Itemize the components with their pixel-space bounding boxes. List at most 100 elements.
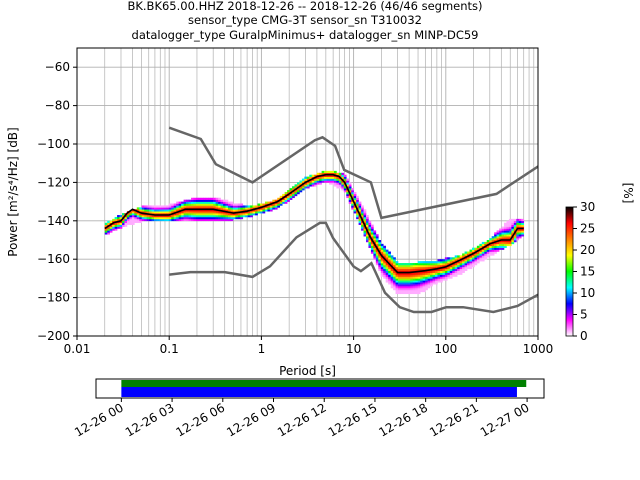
heatmap-cell bbox=[171, 211, 175, 214]
heatmap-cell bbox=[442, 272, 446, 275]
heatmap-cell bbox=[506, 238, 510, 241]
heatmap-cell bbox=[237, 215, 241, 218]
heatmap-cell bbox=[383, 245, 387, 248]
heatmap-cell bbox=[156, 218, 160, 222]
heatmap-cell bbox=[353, 199, 357, 202]
heatmap-cell bbox=[361, 226, 364, 229]
heatmap-cell bbox=[496, 232, 500, 235]
heatmap-cell bbox=[154, 207, 157, 210]
heatmap-cell bbox=[181, 205, 184, 208]
heatmap-cell bbox=[341, 182, 345, 185]
heatmap-cell bbox=[484, 241, 488, 245]
heatmap-cell bbox=[491, 249, 495, 252]
heatmap-cell bbox=[316, 182, 320, 185]
heatmap-cell bbox=[151, 207, 155, 210]
heatmap-cell bbox=[195, 199, 199, 202]
heatmap-cell bbox=[378, 243, 382, 247]
heatmap-cell bbox=[247, 205, 251, 208]
heatmap-cell bbox=[434, 263, 438, 266]
heatmap-cell bbox=[274, 205, 278, 208]
heatmap-cell bbox=[166, 216, 170, 220]
heatmap-cell bbox=[205, 211, 209, 214]
heatmap-cell bbox=[383, 253, 387, 256]
heatmap-cell bbox=[501, 236, 505, 239]
heatmap-cell bbox=[427, 276, 431, 279]
heatmap-cell bbox=[294, 184, 298, 187]
heatmap-cell bbox=[361, 224, 364, 227]
heatmap-cell bbox=[405, 268, 409, 272]
heatmap-cell bbox=[208, 203, 212, 206]
heatmap-cell bbox=[193, 201, 197, 204]
heatmap-cell bbox=[442, 278, 446, 281]
heatmap-cell bbox=[462, 264, 465, 268]
heatmap-cell bbox=[336, 172, 340, 176]
heatmap-cell bbox=[501, 240, 505, 243]
heatmap-cell bbox=[296, 182, 300, 185]
heatmap-cell bbox=[139, 220, 143, 224]
heatmap-cell bbox=[393, 261, 396, 264]
heatmap-cell bbox=[299, 186, 303, 189]
heatmap-cell bbox=[336, 178, 340, 181]
heatmap-cell bbox=[459, 266, 463, 270]
heatmap-cell bbox=[494, 236, 497, 239]
heatmap-cell bbox=[462, 259, 465, 262]
heatmap-cell bbox=[462, 255, 465, 258]
heatmap-cell bbox=[375, 243, 379, 247]
heatmap-cell bbox=[464, 261, 468, 264]
heatmap-cell bbox=[198, 209, 202, 212]
heatmap-cell bbox=[405, 291, 409, 295]
heatmap-cell bbox=[129, 216, 133, 220]
heatmap-cell bbox=[402, 289, 406, 293]
heatmap-cell bbox=[457, 263, 460, 266]
heatmap-cell bbox=[188, 216, 192, 220]
heatmap-cell bbox=[516, 224, 520, 227]
heatmap-cell bbox=[383, 263, 387, 266]
heatmap-cell bbox=[338, 180, 342, 183]
heatmap-cell bbox=[390, 268, 394, 272]
heatmap-cell bbox=[412, 291, 416, 295]
heatmap-cell bbox=[215, 207, 219, 210]
heatmap-cell bbox=[410, 291, 414, 295]
heatmap-cell bbox=[402, 282, 406, 285]
heatmap-cell bbox=[230, 216, 234, 220]
heatmap-cell bbox=[343, 174, 347, 177]
heatmap-cell bbox=[257, 203, 261, 206]
heatmap-cell bbox=[109, 230, 113, 233]
heatmap-cell bbox=[289, 188, 293, 191]
heatmap-cell bbox=[183, 203, 187, 206]
heatmap-cell bbox=[299, 182, 303, 185]
heatmap-cell bbox=[516, 238, 520, 241]
heatmap-cell bbox=[383, 251, 387, 254]
heatmap-cell bbox=[378, 240, 382, 243]
heatmap-cell bbox=[188, 205, 192, 208]
heatmap-cell bbox=[444, 257, 448, 260]
heatmap-cell bbox=[232, 205, 236, 208]
heatmap-cell bbox=[304, 176, 308, 179]
heatmap-cell bbox=[188, 207, 192, 210]
heatmap-cell bbox=[427, 280, 431, 283]
heatmap-cell bbox=[474, 249, 478, 252]
heatmap-cell bbox=[469, 261, 473, 264]
heatmap-cell bbox=[521, 230, 525, 233]
heatmap-cell bbox=[434, 274, 438, 277]
heatmap-cell bbox=[341, 184, 345, 187]
heatmap-cell bbox=[407, 264, 411, 268]
heatmap-cell bbox=[205, 209, 209, 212]
heatmap-cell bbox=[508, 243, 512, 247]
heatmap-cell bbox=[417, 289, 421, 293]
heatmap-cell bbox=[398, 286, 401, 289]
heatmap-cell bbox=[356, 195, 359, 199]
heatmap-cell bbox=[292, 195, 295, 199]
heatmap-cell bbox=[405, 278, 409, 281]
heatmap-cell bbox=[365, 224, 369, 227]
heatmap-cell bbox=[449, 259, 453, 262]
heatmap-cell bbox=[146, 205, 150, 208]
heatmap-cell bbox=[134, 211, 138, 214]
heatmap-cell bbox=[385, 270, 389, 273]
heatmap-cell bbox=[504, 224, 507, 227]
heatmap-cell bbox=[363, 234, 367, 237]
heatmap-cell bbox=[220, 205, 224, 208]
heatmap-cell bbox=[427, 286, 431, 289]
heatmap-cell bbox=[415, 276, 419, 279]
heatmap-cell bbox=[341, 186, 345, 189]
